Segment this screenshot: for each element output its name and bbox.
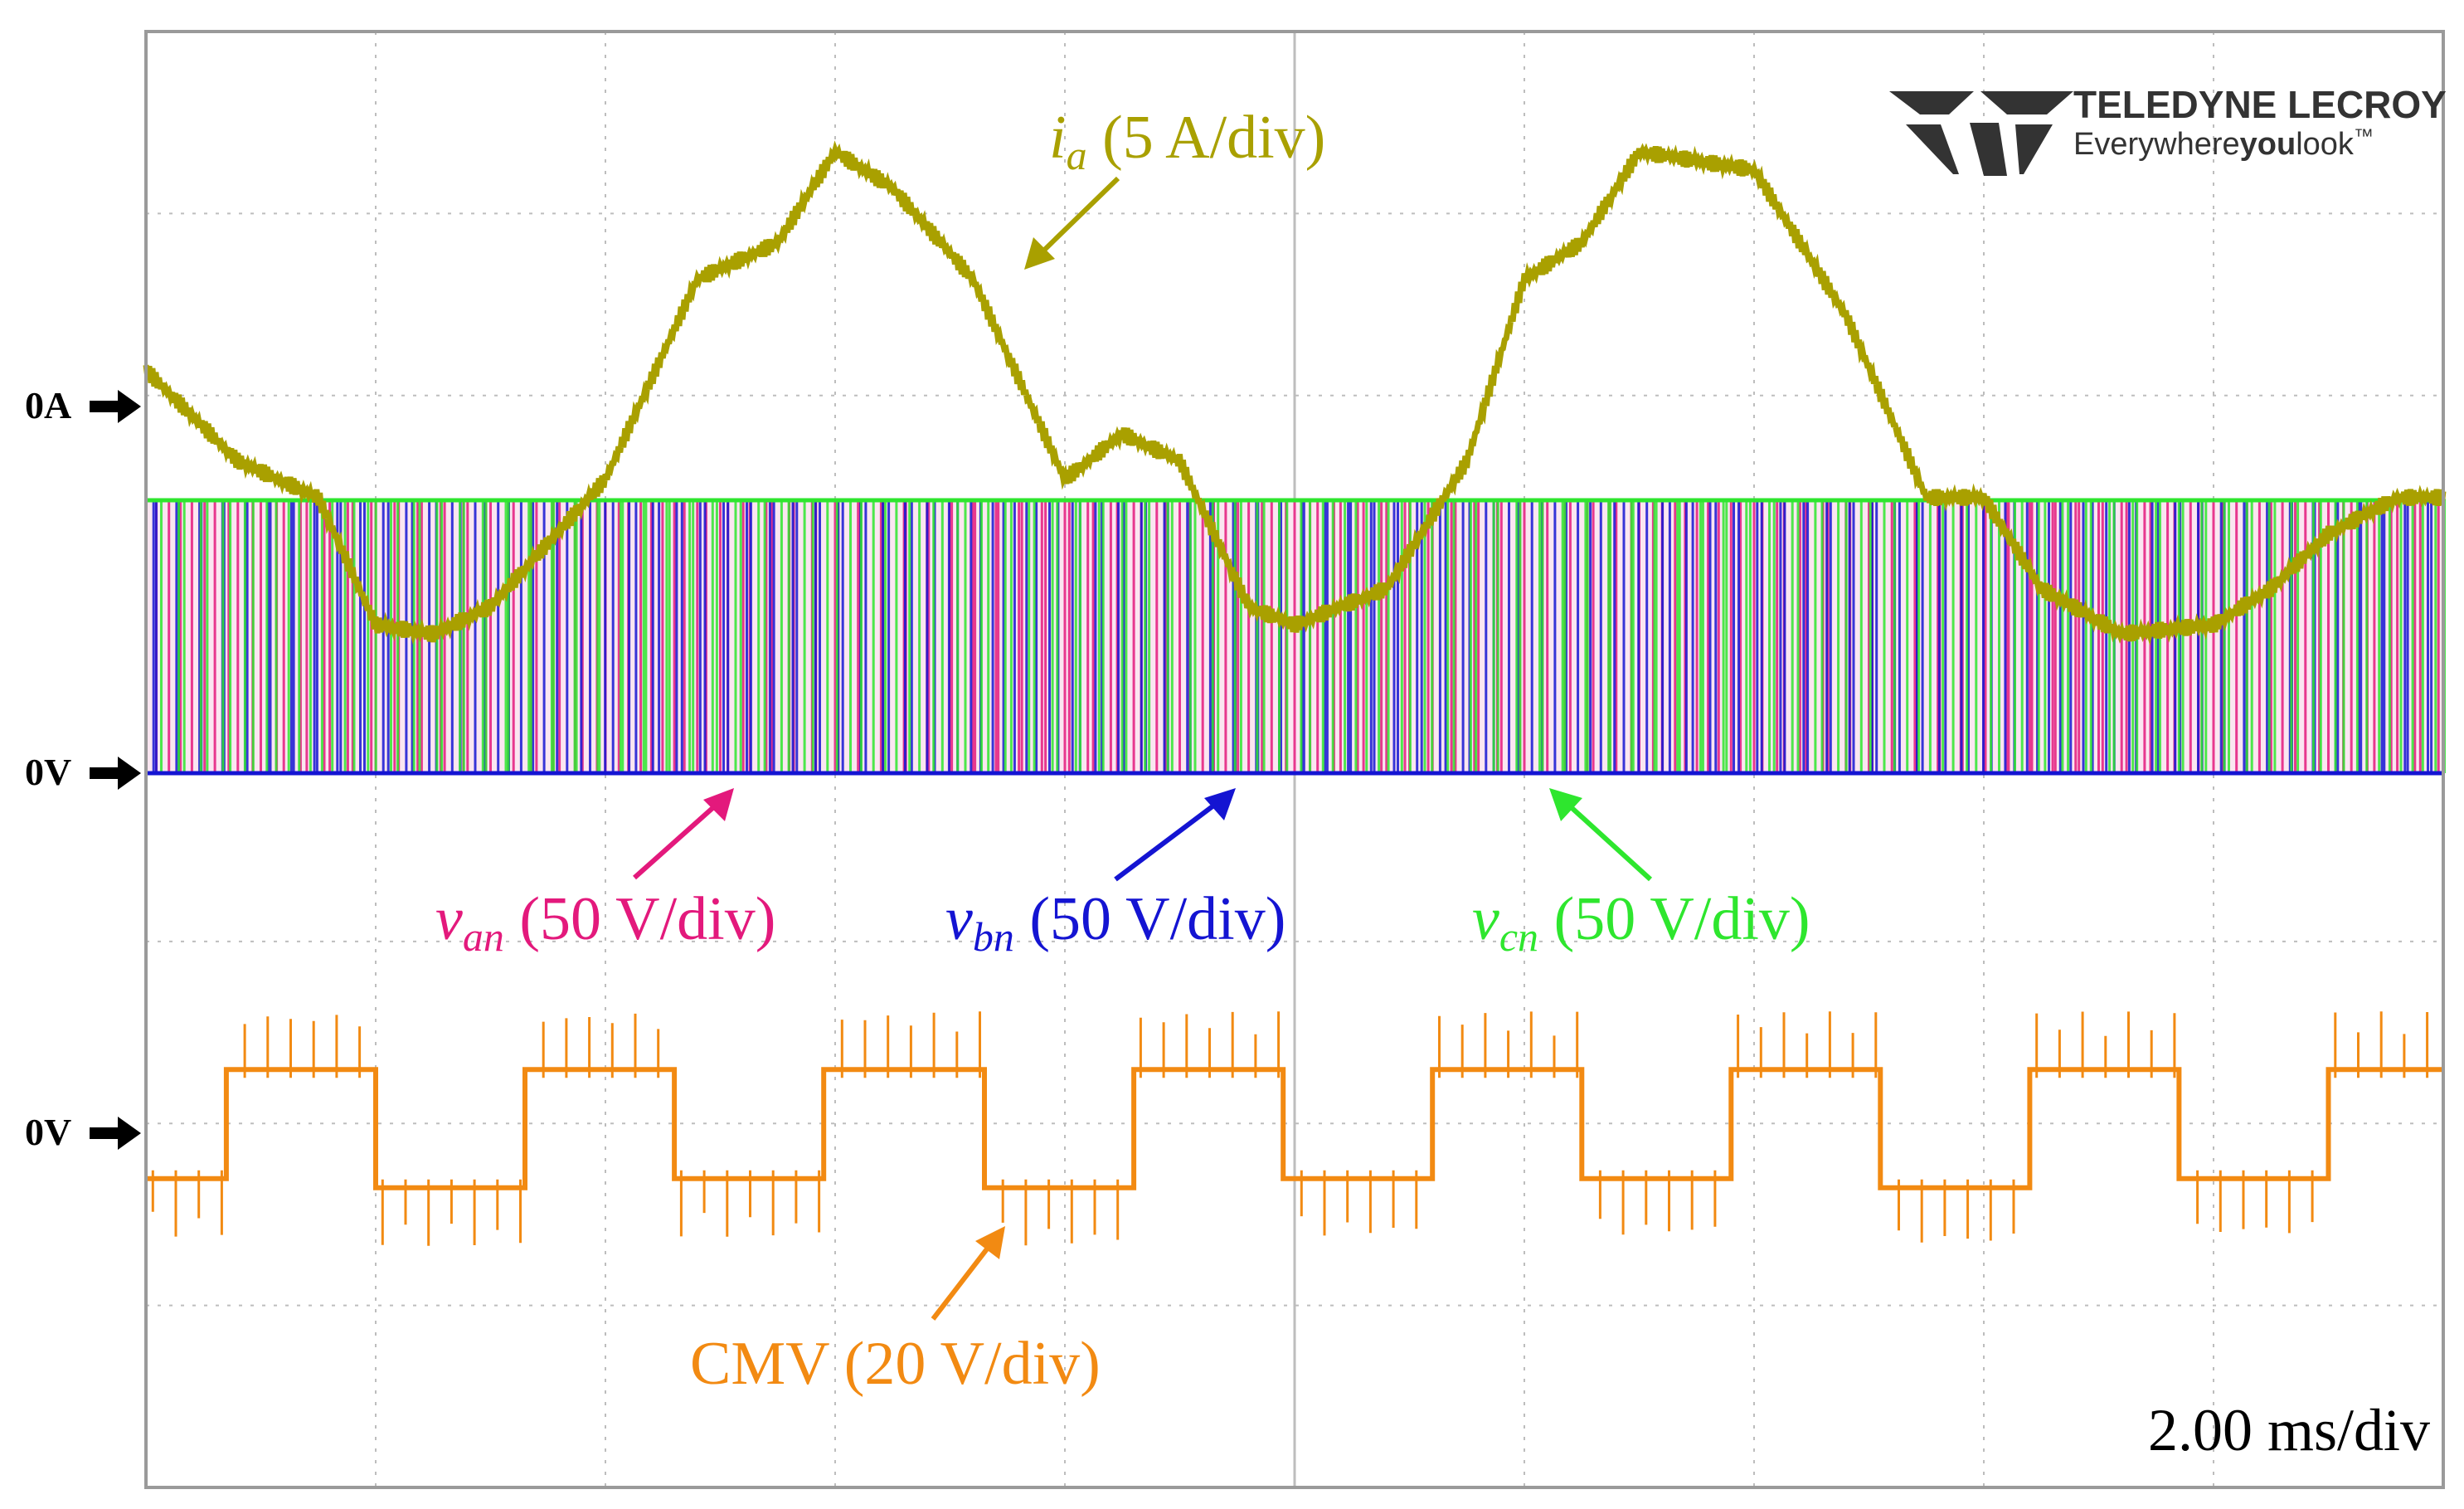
ia-trace	[143, 140, 2447, 646]
marker-v-zero-text: 0V	[25, 751, 71, 793]
ia-arrow-icon	[1024, 237, 1055, 270]
label-cmv: CMV (20 V/div)	[690, 1226, 1101, 1398]
marker-arrow-icon	[90, 390, 141, 423]
timebase-readout: 2.00 ms/div	[2148, 1397, 2430, 1463]
cmv-spikes	[151, 1011, 2429, 1246]
cmv-arrow-icon	[975, 1226, 1005, 1259]
ia-waveform	[143, 140, 2447, 646]
marker-ia-zero: 0A	[25, 384, 141, 426]
marker-v-zero: 0V	[25, 751, 141, 793]
marker-cmv-zero-text: 0V	[25, 1111, 71, 1153]
logo-emblem-icon	[1889, 91, 2073, 176]
label-vcn: vcn (50 V/div)	[1472, 788, 1810, 960]
teledyne-lecroy-logo: TELEDYNE LECROY Everywhereyoulook™	[1889, 83, 2447, 176]
label-vbn: vbn (50 V/div)	[945, 788, 1285, 960]
cmv-waveform	[146, 1011, 2443, 1246]
label-ia-text: ia (5 A/div)	[1049, 104, 1325, 178]
label-vcn-text: vcn (50 V/div)	[1472, 885, 1810, 960]
marker-arrow-icon	[90, 757, 141, 790]
marker-arrow-icon	[90, 1117, 141, 1150]
vbn-arrow-icon	[1204, 788, 1236, 820]
vcn-arrow-icon	[1549, 788, 1582, 821]
brand-name: TELEDYNE LECROY	[2073, 83, 2447, 126]
label-van-text: van (50 V/div)	[435, 885, 775, 960]
phase-voltage-waveforms	[144, 498, 2446, 776]
cmv-trace	[146, 1067, 2443, 1190]
scope-frame	[144, 30, 2445, 1489]
label-van: van (50 V/div)	[435, 788, 775, 960]
marker-cmv-zero: 0V	[25, 1111, 141, 1153]
marker-ia-zero-text: 0A	[25, 384, 71, 426]
label-vbn-text: vbn (50 V/div)	[945, 885, 1285, 960]
brand-tagline: Everywhereyoulook™	[2073, 125, 2374, 162]
van-arrow-icon	[703, 788, 734, 821]
label-ia: ia (5 A/div)	[1024, 104, 1325, 270]
label-cmv-text: CMV (20 V/div)	[690, 1330, 1101, 1398]
